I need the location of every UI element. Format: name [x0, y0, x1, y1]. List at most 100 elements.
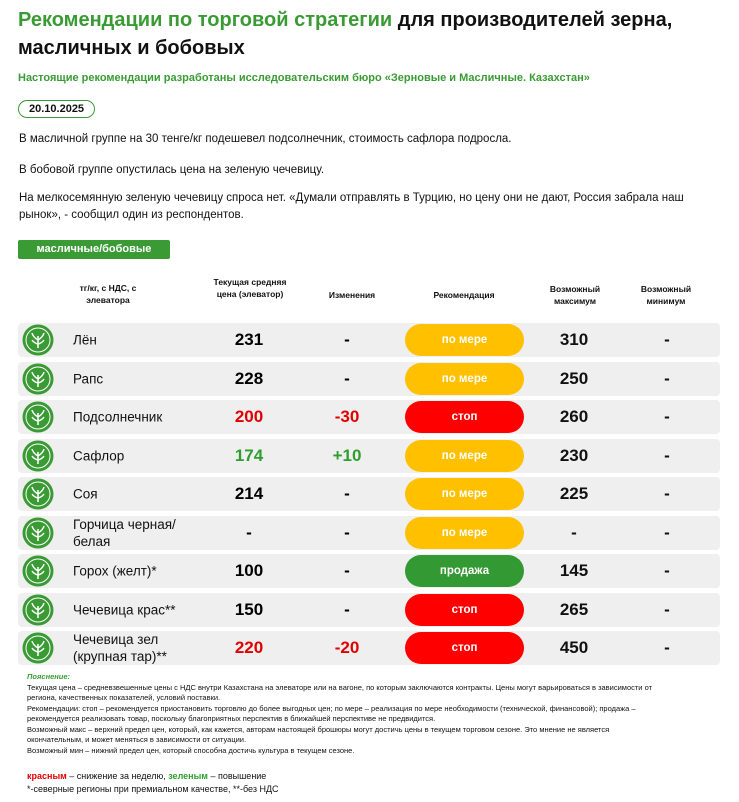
min-price: -: [664, 599, 670, 619]
paragraph: В масличной группе на 30 тенге/кг подеше…: [19, 133, 512, 145]
legend: красным – снижение за неделю, зеленым – …: [27, 770, 279, 796]
price: 214: [234, 484, 264, 503]
table-row: Чечевица крас** 150 - стоп 265 -: [18, 592, 720, 627]
change: -20: [334, 638, 360, 657]
price: 174: [234, 445, 264, 465]
legend-text: – снижение за неделю,: [66, 771, 169, 781]
price: 228: [234, 368, 264, 388]
table-row: Лён 231 - по мере 310 -: [18, 323, 720, 357]
crop-icon: [22, 363, 54, 394]
change: -: [344, 330, 350, 349]
legend-green: зеленым: [168, 771, 208, 781]
price: 150: [234, 599, 264, 619]
min-price: -: [664, 407, 670, 426]
crop-icon: [22, 517, 54, 548]
max-price: 145: [559, 561, 589, 580]
change: +10: [332, 445, 362, 465]
title-rest: для производителей зерна, масличных и бо…: [18, 9, 673, 59]
crop-name: Горох (желт)*: [73, 563, 157, 579]
note-line: Возможный макс – верхний предел цен, кот…: [27, 724, 610, 745]
column-header: Текущая средняя цена (элеватор): [213, 277, 287, 299]
change: -: [344, 561, 350, 580]
min-price: -: [664, 368, 670, 388]
paragraph: На мелкосемянную зеленую чечевицу спроса…: [19, 192, 684, 221]
min-price: -: [664, 330, 670, 349]
max-price: 250: [559, 368, 589, 388]
footnote: *-северные регионы при премиальном качес…: [27, 784, 279, 794]
title: Рекомендации по торговой стратегии для п…: [18, 6, 698, 62]
table-row: Горох (желт)* 100 - продажа 145 -: [18, 554, 720, 588]
recommendation: по мере: [405, 478, 524, 510]
column-header: Рекомендация: [433, 290, 495, 300]
crop-name: Чечевица зел (крупная тар)**: [73, 632, 167, 664]
crop-name: Рапс: [73, 371, 104, 386]
notes-heading: Пояснение:: [27, 672, 71, 681]
crop-name: Горчица черная/белая: [73, 516, 176, 549]
crop-icon: [22, 401, 54, 433]
price: 231: [234, 330, 264, 349]
change: -30: [334, 407, 360, 426]
price: -: [246, 522, 252, 542]
crop-name: Чечевица крас**: [73, 602, 176, 617]
recommendation: стоп: [405, 632, 524, 664]
recommendation: по мере: [405, 324, 524, 356]
crop-name: Лён: [73, 332, 97, 348]
recommendation: продажа: [405, 555, 524, 587]
crop-name: Сафлор: [73, 448, 125, 463]
min-price: -: [664, 484, 670, 503]
price: 220: [234, 638, 264, 657]
change: -: [344, 599, 350, 619]
max-price: 230: [559, 445, 589, 465]
paragraph: В бобовой группе опустилась цена на зеле…: [19, 164, 325, 176]
note-line: Текущая цена – средневзвешенные цены с Н…: [27, 682, 653, 703]
title-accent: Рекомендации по торговой стратегии: [18, 9, 393, 31]
max-price: 450: [559, 638, 589, 657]
crop-name: Соя: [73, 486, 98, 502]
price: 200: [234, 407, 264, 426]
table-row: Рапс 228 - по мере 250 -: [18, 361, 720, 396]
recommendation: по мере: [405, 439, 524, 472]
table-row: Сафлор 174 +10 по мере 230 -: [18, 438, 720, 473]
column-header: Возможный минимум: [640, 284, 692, 306]
crop-icon: [22, 478, 54, 510]
crop-name: Подсолнечник: [73, 409, 163, 425]
subtitle: Настоящие рекомендации разработаны иссле…: [18, 72, 590, 84]
max-price: 265: [559, 599, 589, 619]
note-line: Рекомендации: стоп – рекомендуется приос…: [27, 703, 636, 724]
crop-icon: [22, 594, 54, 625]
recommendation: стоп: [405, 593, 524, 626]
min-price: -: [664, 522, 670, 542]
change: -: [344, 484, 350, 503]
crop-icon: [22, 632, 54, 664]
table-row: Чечевица зел (крупная тар)** 220 -20 стоп 45…: [18, 631, 720, 665]
table-row: Горчица черная/белая - - по мере - -: [18, 515, 720, 550]
max-price: 225: [559, 484, 589, 503]
column-header: тг/кг, с НДС, с элеватора: [79, 283, 137, 305]
crop-icon: [22, 555, 54, 587]
recommendation: стоп: [405, 401, 524, 433]
price: 100: [234, 561, 264, 580]
note-line: Возможный мин – нижний предел цен, котор…: [27, 745, 355, 755]
recommendation: по мере: [405, 516, 524, 549]
notes: Пояснение: Текущая цена – средневзвешенн…: [27, 672, 667, 756]
group-tag: масличные/бобовые: [18, 240, 170, 259]
column-header: Изменения: [328, 290, 376, 300]
crop-icon: [22, 440, 54, 471]
table-row: Подсолнечник 200 -30 стоп 260 -: [18, 400, 720, 434]
legend-text: – повышение: [207, 771, 267, 781]
table-row: Соя 214 - по мере 225 -: [18, 477, 720, 511]
min-price: -: [664, 445, 670, 465]
change: -: [344, 368, 350, 388]
max-price: 310: [559, 330, 589, 349]
min-price: -: [664, 638, 670, 657]
min-price: -: [664, 561, 670, 580]
column-header: Возможный максимум: [549, 284, 601, 306]
change: -: [344, 522, 350, 542]
legend-red: красным: [27, 771, 67, 781]
date-badge: 20.10.2025: [18, 100, 96, 118]
max-price: 260: [559, 407, 589, 426]
recommendation: по мере: [405, 362, 524, 395]
max-price: -: [571, 522, 577, 542]
crop-icon: [22, 324, 54, 356]
